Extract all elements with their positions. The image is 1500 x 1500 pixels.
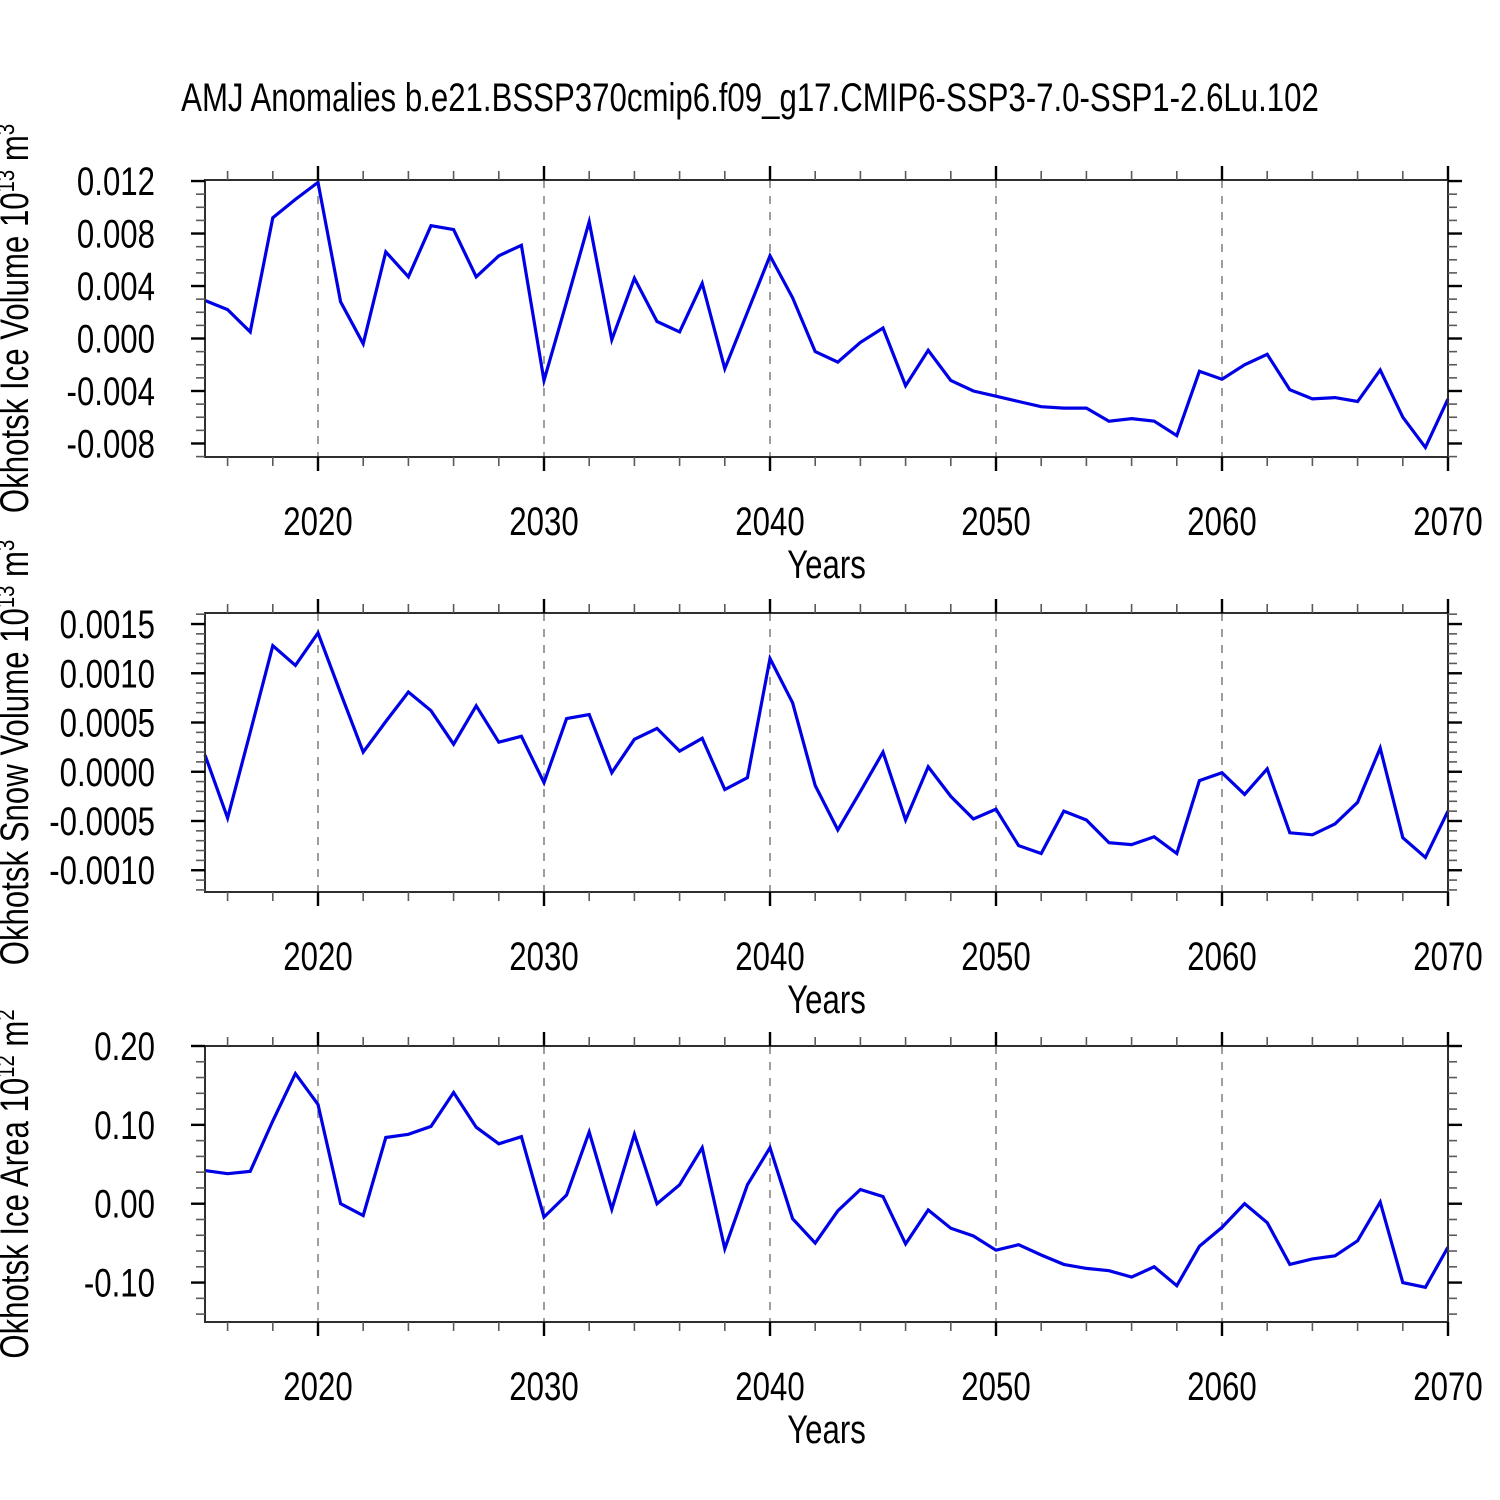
x-axis-title: Years [787,977,866,1022]
y-axis-title: Okhotsk Ice Area 1012 m2 [0,1009,37,1358]
y-tick-label: 0.0000 [60,750,155,795]
x-tick-label: 2070 [1413,934,1482,979]
y-tick-label: 0.20 [94,1024,155,1069]
x-tick-label: 2050 [961,934,1030,979]
x-tick-label: 2060 [1187,499,1256,544]
x-tick-label: 2020 [283,934,352,979]
x-tick-label: 2060 [1187,934,1256,979]
y-axis-title: Okhotsk Snow Volume 1013 m3 [0,540,37,966]
series-line-okhotsk-ice-area [204,1070,1450,1290]
y-tick-label: 0.0015 [60,602,155,647]
panel-frame [204,179,1449,458]
y-tick-label: 0.0005 [60,701,155,746]
y-tick-label: 0.0010 [60,652,155,697]
x-tick-label: 2070 [1413,1364,1482,1409]
y-tick-label: 0.004 [77,264,155,309]
y-tick-label: -0.0010 [49,849,155,894]
y-tick-label: -0.0005 [49,799,155,844]
y-tick-label: 0.008 [77,212,155,257]
y-tick-label: 0.000 [77,317,155,362]
x-tick-label: 2040 [735,499,804,544]
x-tick-label: 2020 [283,499,352,544]
x-tick-label: 2030 [509,1364,578,1409]
series-line-okhotsk-snow-volume [203,629,1450,860]
panel-frame [204,612,1449,893]
x-tick-label: 2030 [509,499,578,544]
y-axis-title: Okhotsk Ice Volume 1013 m3 [0,124,37,513]
y-tick-label: -0.004 [67,369,155,414]
x-tick-label: 2060 [1187,1364,1256,1409]
x-tick-label: 2040 [735,1364,804,1409]
panel-okhotsk-ice-volume: 0.012 0.008 0.004 0.000 -0.004 -0.008 2020 2030… [0,124,1483,587]
y-tick-label: 0.00 [94,1182,155,1227]
panel-frame [204,1045,1449,1323]
x-tick-label: 2050 [961,1364,1030,1409]
panel-okhotsk-ice-area: 0.20 0.10 0.00 -0.10 2020 2030 2040 2050 2060 207… [0,1009,1483,1452]
x-tick-label: 2070 [1413,499,1482,544]
y-tick-label: 0.10 [94,1103,155,1148]
x-tick-label: 2040 [735,934,804,979]
series-line-okhotsk-ice-volume [204,179,1450,451]
x-tick-label: 2050 [961,499,1030,544]
figure-title: AMJ Anomalies b.e21.BSSP370cmip6.f09_g17… [181,76,1319,120]
x-axis-title: Years [787,542,866,587]
x-axis-title: Years [787,1407,866,1452]
y-tick-label: -0.008 [67,422,155,467]
x-tick-label: 2030 [509,934,578,979]
y-tick-label: 0.012 [77,159,155,204]
y-tick-label: -0.10 [84,1261,155,1306]
x-tick-label: 2020 [283,1364,352,1409]
